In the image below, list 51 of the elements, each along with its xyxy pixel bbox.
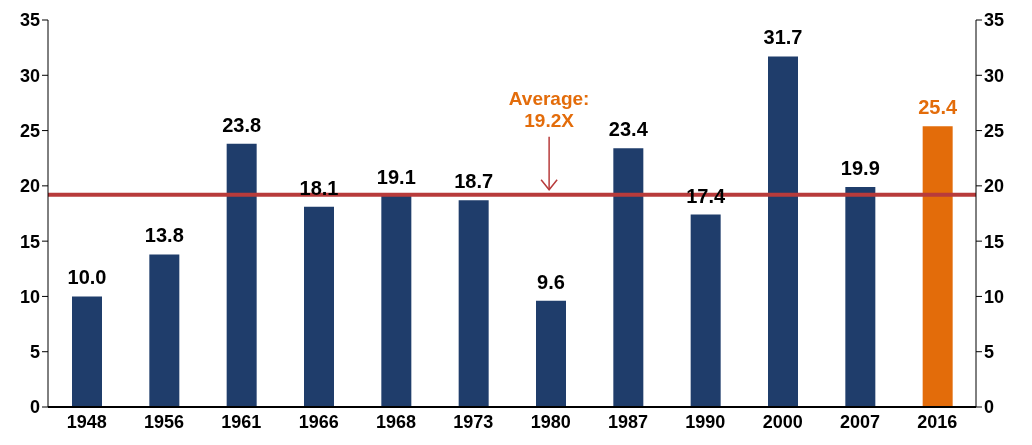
- x-tick-label: 1956: [143, 411, 185, 432]
- data-label: 10.0: [67, 266, 107, 289]
- x-tick-label: 1990: [685, 411, 726, 432]
- x-tick-label: 1987: [607, 411, 649, 432]
- x-tick-label: 1973: [453, 411, 494, 432]
- bar: [458, 200, 489, 407]
- data-label: 13.8: [144, 224, 184, 247]
- data-label: 19.1: [376, 165, 416, 188]
- bar: [226, 143, 257, 407]
- y2-tick-label: 30: [984, 65, 1005, 86]
- bar: [536, 300, 566, 407]
- y2-tick-label: 15: [984, 231, 1005, 252]
- x-tick-label: 1966: [298, 411, 339, 432]
- bar: [845, 186, 876, 407]
- y-tick-label: 5: [29, 342, 40, 363]
- data-label: 18.7: [454, 170, 494, 193]
- x-tick-label: 2016: [917, 411, 958, 432]
- x-tick-label: 1968: [375, 411, 417, 432]
- bar: [72, 296, 102, 407]
- bar: [768, 56, 798, 407]
- data-label: 9.6: [537, 270, 565, 293]
- data-label: 25.4: [918, 96, 958, 119]
- x-tick-label: 2000: [762, 411, 803, 432]
- y-tick-label: 10: [19, 286, 40, 307]
- bar: [304, 206, 334, 407]
- y-tick-label: 15: [19, 231, 40, 252]
- data-label: 31.7: [763, 26, 803, 49]
- x-tick-label: 1961: [221, 411, 262, 432]
- bar: [381, 195, 412, 407]
- data-label: 23.8: [222, 113, 262, 136]
- bar: [149, 254, 180, 407]
- y-tick-label: 25: [19, 120, 40, 141]
- bar: [922, 126, 953, 407]
- x-tick-label: 1948: [66, 411, 107, 432]
- bar: [613, 148, 644, 407]
- y-tick-label: 20: [19, 176, 40, 197]
- data-label: 23.4: [608, 118, 649, 141]
- ref-line-label: Average: 19.2X: [508, 87, 590, 131]
- y2-tick-label: 35: [984, 10, 1005, 31]
- y2-tick-label: 10: [984, 286, 1005, 307]
- y2-tick-label: 5: [984, 342, 995, 363]
- y2-tick-label: 25: [984, 120, 1005, 141]
- x-tick-label: 1980: [530, 411, 571, 432]
- bar: [690, 214, 721, 407]
- y-tick-label: 30: [19, 65, 40, 86]
- y-tick-label: 35: [19, 10, 40, 31]
- y2-tick-label: 0: [984, 397, 995, 418]
- y2-tick-label: 20: [984, 176, 1005, 197]
- x-tick-label: 2007: [839, 411, 881, 432]
- y-tick-label: 0: [29, 397, 40, 418]
- data-label: 19.9: [840, 156, 880, 179]
